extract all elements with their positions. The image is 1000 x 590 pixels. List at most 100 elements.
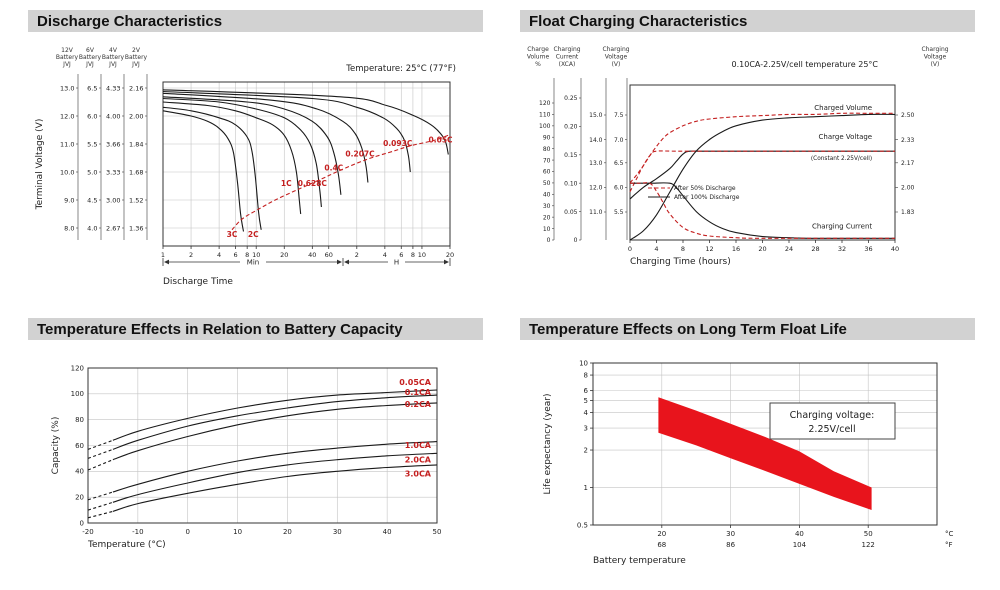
scale-tick-label: 60 <box>543 169 551 176</box>
y-tick-label: 1 <box>584 484 588 492</box>
capacity-curve-3.0CA <box>112 464 438 512</box>
rate-label: 3.0CA <box>405 470 432 479</box>
scale-tick-label: 0.15 <box>564 152 578 159</box>
scale-tick-label: 0.20 <box>564 124 578 131</box>
scale-tick-label: 0 <box>547 237 551 244</box>
x-tick-label-f: 86 <box>726 541 735 549</box>
temp-capacity-chart: -20 -10 0 10 20 30 40 50 0 20 40 60 80 100 120 Capacity… <box>51 364 441 550</box>
capacity-curve-1.0CA <box>112 441 438 493</box>
x-tick-label: 10 <box>252 251 260 259</box>
scale-tick-label: 5.0 <box>87 168 97 176</box>
capacity-curve-dashed-0.05CA <box>87 439 114 450</box>
discharge-curve-3C <box>162 110 245 232</box>
axis-header: (V) <box>931 61 940 68</box>
x-tick-label: 24 <box>785 245 793 253</box>
capacity-curve-dashed-2.0CA <box>87 501 114 511</box>
annotation-line-1: Charging voltage: <box>790 410 875 421</box>
x-tick-label: 4 <box>654 245 658 253</box>
scale-tick-label: 6.0 <box>614 185 624 192</box>
scale-tick-label: 10 <box>543 226 551 233</box>
scale-tick-label: 6.5 <box>87 84 97 92</box>
curve-annotation: Charging Current <box>812 223 872 231</box>
x-tick-label-c: 20 <box>657 530 666 538</box>
x-tick-label: 60 <box>325 251 333 259</box>
scale-tick-label: 1.84 <box>129 140 143 148</box>
annotation-line-2: 2.25V/cell <box>808 424 855 435</box>
x-tick-label: 2 <box>355 251 359 259</box>
x-tick-label: 40 <box>891 245 899 253</box>
x-tick-label: 2 <box>189 251 193 259</box>
axis-header: (V) <box>612 61 621 68</box>
scale-header: Battery <box>102 54 125 61</box>
capacity-curve-0.05CA <box>112 389 438 441</box>
axis-header: Charging <box>553 46 580 53</box>
scale-tick-label: 3.33 <box>106 168 120 176</box>
scale-tick-label: 11.0 <box>589 209 603 216</box>
x-unit-celsius: °C <box>945 530 954 538</box>
arrow-head-icon <box>337 259 342 265</box>
legend-label: After 100% Discharge <box>674 194 740 201</box>
y-tick-label: 4 <box>584 409 589 417</box>
y-tick-label: 60 <box>75 442 84 450</box>
scale-tick-label: 0.25 <box>564 95 578 102</box>
scale-tick-label: 2.67 <box>106 224 120 232</box>
rate-label: 0.628C <box>298 179 328 188</box>
scale-tick-label: 0.10 <box>564 180 578 187</box>
rate-label: 0.05CA <box>399 378 432 387</box>
scale-header: 4V <box>109 47 118 54</box>
x-tick-label: 30 <box>333 528 342 536</box>
x-tick-label: 16 <box>732 245 740 253</box>
plot-border <box>87 367 438 524</box>
scale-tick-label: 13.0 <box>589 160 603 167</box>
x-tick-label: 40 <box>383 528 392 536</box>
temp-capacity-title: Temperature Effects in Relation to Batte… <box>37 320 403 338</box>
discharge-title-bar: Discharge Characteristics <box>28 10 483 32</box>
scale-tick-label: 6.5 <box>614 160 624 167</box>
rate-label: 0.207C <box>345 149 375 158</box>
x-tick-label: -10 <box>132 528 143 536</box>
scale-tick-label: 12.0 <box>589 185 603 192</box>
scale-tick-label: 6.0 <box>87 112 97 120</box>
scale-tick-label: 0.05 <box>564 209 578 216</box>
y-tick-label: 20 <box>75 493 84 501</box>
x-tick-label: 28 <box>811 245 819 253</box>
scale-tick-label: 11.0 <box>60 140 74 148</box>
charge-voltage-50-curve <box>629 150 895 192</box>
x-tick-label: 0 <box>628 245 632 253</box>
scale-header: JVJ <box>62 61 71 68</box>
scale-tick-label: 7.5 <box>614 112 624 119</box>
scale-header: 2V <box>132 47 141 54</box>
x-tick-label: 4 <box>383 251 387 259</box>
rate-label: 0.093C <box>383 139 413 148</box>
y-tick-label: 6 <box>584 387 589 395</box>
rate-label: 0.4C <box>324 163 343 172</box>
discharge-curve-0.05C <box>162 89 449 155</box>
scale-header: Battery <box>56 54 79 61</box>
capacity-curve-dashed-0.2CA <box>87 459 114 471</box>
x-tick-label: 6 <box>399 251 403 259</box>
right-tick-label: 2.00 <box>901 185 915 192</box>
capacity-curve-2.0CA <box>112 452 438 503</box>
arrow-head-icon <box>164 259 169 265</box>
y-tick-label: 5 <box>584 397 588 405</box>
x-tick-label: 32 <box>838 245 846 253</box>
scale-header: JVJ <box>131 61 140 68</box>
cutoff-voltage-curve <box>231 134 449 231</box>
charging-current-100-curve <box>630 182 896 239</box>
temp-capacity-title-bar: Temperature Effects in Relation to Batte… <box>28 318 483 340</box>
scale-header: 12V <box>61 47 74 54</box>
scale-tick-label: 14.0 <box>589 137 603 144</box>
axis-header: Current <box>556 54 579 61</box>
temperature-note: Temperature: 25°C (77°F) <box>345 64 456 74</box>
x-tick-label: -20 <box>82 528 93 536</box>
scale-tick-label: 15.0 <box>589 112 603 119</box>
x-axis-title: Charging Time (hours) <box>630 257 731 267</box>
axis-header: Charging <box>602 46 629 53</box>
capacity-curve-dashed-3.0CA <box>87 510 114 519</box>
scale-tick-label: 90 <box>543 134 551 141</box>
scale-tick-label: 9.0 <box>64 196 74 204</box>
rate-label: 0.2CA <box>405 400 432 409</box>
rate-label: 2.0CA <box>405 455 432 464</box>
axis-header: % <box>535 61 541 68</box>
